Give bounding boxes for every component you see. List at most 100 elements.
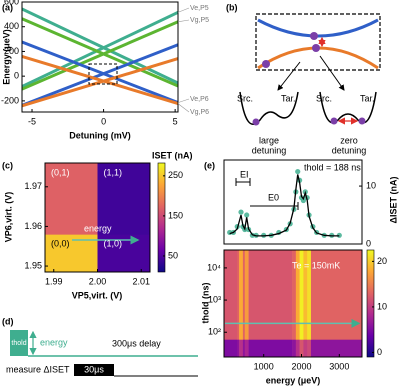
x-tick-label: -5 bbox=[28, 116, 36, 126]
heatmap-cell bbox=[292, 250, 297, 340]
y-tick-label: 1.97 bbox=[24, 181, 42, 191]
heatmap-cell bbox=[303, 339, 308, 357]
y-tick-label: 0 bbox=[366, 238, 371, 248]
heatmap-cell bbox=[292, 339, 297, 357]
x-axis-label: energy (μeV) bbox=[266, 375, 321, 385]
x-tick-label: 3000 bbox=[329, 361, 349, 371]
x-tick-label: 2.01 bbox=[132, 276, 150, 286]
y-axis-label: Energy (μeV) bbox=[1, 29, 11, 85]
double-well bbox=[239, 91, 299, 125]
annotation: Vg,P6 bbox=[190, 109, 209, 116]
colorbar-tick-label: 250 bbox=[168, 170, 183, 180]
region-label: (0,0) bbox=[51, 239, 70, 249]
heatmap-cell bbox=[242, 339, 246, 357]
series-line bbox=[229, 174, 340, 237]
heatmap-cell bbox=[224, 250, 238, 340]
panel-label: (a) bbox=[2, 2, 13, 12]
data-point bbox=[238, 209, 244, 215]
annotation: Ve,P5 bbox=[190, 5, 209, 12]
heatmap-cell bbox=[224, 339, 238, 357]
heatmap-cell bbox=[295, 339, 300, 357]
y-tick-label: 600 bbox=[4, 0, 19, 6]
y-axis-label: VP6,virt. (V) bbox=[3, 192, 13, 243]
series-line bbox=[22, 11, 178, 88]
x-axis-label: Detuning (mV) bbox=[69, 130, 131, 140]
heatmap-cell bbox=[237, 250, 240, 340]
annotation: thold = 188 ns bbox=[304, 162, 361, 172]
y-tick-label: 400 bbox=[4, 21, 19, 31]
colorbar bbox=[366, 249, 375, 358]
heatmap-cell bbox=[244, 250, 249, 340]
x-tick-label: 1.99 bbox=[45, 276, 63, 286]
heatmap-cell bbox=[239, 250, 244, 340]
y-axis-label: ΔISET (nA) bbox=[388, 177, 398, 224]
y-tick-label: 10³ bbox=[208, 294, 221, 304]
series-line bbox=[22, 43, 178, 107]
series-line bbox=[22, 17, 178, 88]
colorbar-tick-label: 10 bbox=[377, 301, 387, 311]
axes-frame bbox=[21, 1, 179, 113]
panel-label: (b) bbox=[226, 2, 238, 12]
series-line bbox=[22, 7, 178, 85]
overlays: Ve,P5 Vg,P5 Ve,P6 Vg,P6 (0,0) (1,0) (0,1) (1,1)… bbox=[51, 5, 361, 328]
series-line bbox=[22, 20, 178, 91]
x-tick-label: 2000 bbox=[291, 361, 311, 371]
annotation: E0 bbox=[268, 192, 279, 202]
axes-frame bbox=[223, 249, 363, 358]
series-line bbox=[22, 54, 178, 106]
colorbar-tick-label: 20 bbox=[377, 256, 387, 266]
annotation: energy bbox=[84, 223, 112, 233]
y-tick-label: 1.95 bbox=[24, 260, 42, 270]
caption: detuning bbox=[332, 145, 367, 155]
annotation: Vg,P5 bbox=[190, 17, 209, 24]
colorbar-label: ISET (nA) bbox=[152, 150, 193, 160]
panel-label: (c) bbox=[2, 160, 13, 170]
heatmap-cell bbox=[310, 339, 362, 357]
well-label: Tar. bbox=[360, 93, 375, 103]
duration-label: 30μs bbox=[84, 364, 104, 374]
region-label: (1,0) bbox=[104, 239, 123, 249]
arrow bbox=[277, 61, 301, 91]
y-tick-label: 200 bbox=[4, 46, 19, 56]
annotation: EI bbox=[240, 169, 249, 179]
y-tick-label: 10² bbox=[208, 327, 221, 337]
colorbar-tick-label: 50 bbox=[168, 250, 178, 260]
heatmap-cell bbox=[303, 250, 308, 340]
series-line bbox=[22, 57, 178, 108]
heatmap-cell bbox=[242, 250, 246, 340]
leader-line bbox=[177, 7, 190, 13]
heatmap-cell bbox=[299, 250, 304, 340]
leader-line bbox=[177, 103, 190, 113]
heatmap-cell bbox=[307, 339, 312, 357]
arrow bbox=[319, 55, 345, 91]
well-label: Src. bbox=[237, 93, 253, 103]
measure-pulse bbox=[74, 364, 114, 376]
y-tick-label: 10 bbox=[366, 180, 376, 190]
energy-label: energy bbox=[40, 337, 68, 347]
heatmap-cell bbox=[239, 339, 244, 357]
state-dot bbox=[310, 32, 318, 40]
caption: zero bbox=[340, 135, 358, 145]
axes-frame bbox=[223, 159, 363, 245]
region-label: (0,1) bbox=[51, 167, 70, 177]
data-point bbox=[295, 168, 301, 175]
heatmap-cell bbox=[295, 250, 300, 340]
electron bbox=[252, 118, 260, 126]
x-tick-label: 0 bbox=[101, 116, 106, 126]
diagram-d: thold energy 300μs delay measure ΔISET 3… bbox=[6, 330, 198, 377]
y-tick-label: -200 bbox=[1, 95, 19, 105]
pulse-label: thold bbox=[11, 340, 26, 347]
caption: large bbox=[259, 135, 279, 145]
double-well bbox=[319, 91, 377, 124]
leader-line bbox=[177, 98, 190, 103]
colorbar-tick-label: 150 bbox=[168, 210, 183, 220]
colorbar-tick-label: 0 bbox=[377, 347, 382, 357]
measure-label: measure ΔISET bbox=[6, 364, 70, 374]
heatmap-cell bbox=[299, 339, 304, 357]
y-tick-label: 10⁴ bbox=[207, 262, 221, 272]
state-dot bbox=[312, 44, 320, 52]
y-axis-label: thold (ns) bbox=[200, 283, 210, 324]
x-tick-label: 1000 bbox=[254, 361, 274, 371]
